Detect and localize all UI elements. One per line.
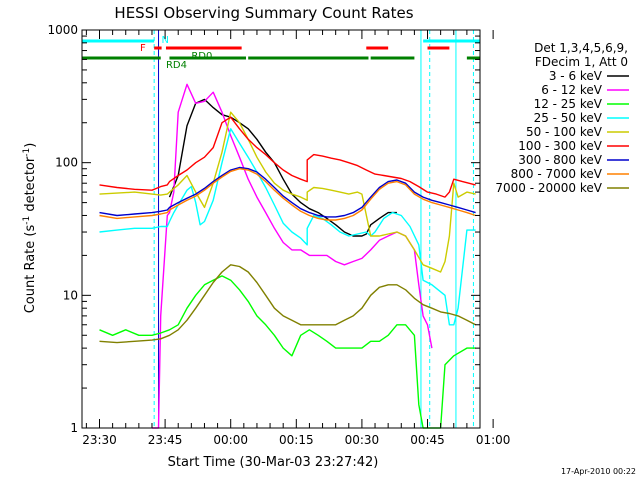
legend-label: 6 - 12 keV bbox=[541, 83, 603, 97]
vertical-markers bbox=[153, 30, 474, 428]
x-tick-label: 23:45 bbox=[148, 433, 183, 447]
state-label-rd4: RD4 bbox=[166, 60, 187, 71]
legend-label: 800 - 7000 keV bbox=[511, 167, 603, 181]
x-tick-label: 00:15 bbox=[279, 433, 314, 447]
series-line-5 bbox=[99, 111, 476, 273]
series-line-6 bbox=[99, 116, 476, 198]
y-tick-label: 1 bbox=[70, 421, 78, 435]
series-line-7 bbox=[99, 166, 476, 218]
legend-label: 100 - 300 keV bbox=[518, 139, 602, 153]
series-line-3 bbox=[99, 275, 476, 429]
legend-label: 12 - 25 keV bbox=[534, 97, 603, 111]
state-bars: N F RD0 RD4 bbox=[82, 35, 480, 71]
series-line-8 bbox=[99, 167, 476, 221]
legend-label: 25 - 50 keV bbox=[534, 111, 603, 125]
state-label-f: F bbox=[140, 43, 146, 54]
x-tick-label: 00:30 bbox=[345, 433, 380, 447]
y-axis-label: Count Rate (s-1 detector-1) bbox=[22, 143, 38, 314]
x-tick-label: 00:45 bbox=[410, 433, 445, 447]
legend-label: 3 - 6 keV bbox=[549, 69, 603, 83]
series-line-1 bbox=[168, 98, 397, 237]
legend-label: 7000 - 20000 keV bbox=[495, 181, 602, 195]
series-line-9 bbox=[99, 264, 476, 344]
state-label-rd0: RD0 bbox=[191, 51, 212, 62]
legend-header-fdecim: FDecim 1, Att 0 bbox=[535, 55, 628, 69]
axis-ticks: 1 10 100 1000 23:30 23:45 00:00 00:15 00:30 00:45… bbox=[47, 23, 510, 447]
plot-frame bbox=[81, 29, 481, 429]
x-tick-label: 23:30 bbox=[82, 433, 117, 447]
legend-label: 50 - 100 keV bbox=[526, 125, 603, 139]
legend-header-det: Det 1,3,4,5,6,9, bbox=[534, 41, 628, 55]
legend-label: 300 - 800 keV bbox=[518, 153, 602, 167]
x-tick-label: 01:00 bbox=[476, 433, 511, 447]
y-tick-label: 1000 bbox=[47, 23, 78, 37]
series-lines bbox=[99, 83, 476, 429]
chart-title: HESSI Observing Summary Count Rates bbox=[114, 4, 413, 22]
footer-timestamp: 17-Apr-2010 00:22 bbox=[561, 467, 636, 476]
y-tick-label: 10 bbox=[63, 288, 78, 302]
x-axis-label: Start Time (30-Mar-03 23:27:42) bbox=[168, 455, 379, 470]
y-tick-label: 100 bbox=[55, 156, 78, 170]
x-tick-label: 00:00 bbox=[213, 433, 248, 447]
state-label-n: N bbox=[162, 35, 169, 46]
